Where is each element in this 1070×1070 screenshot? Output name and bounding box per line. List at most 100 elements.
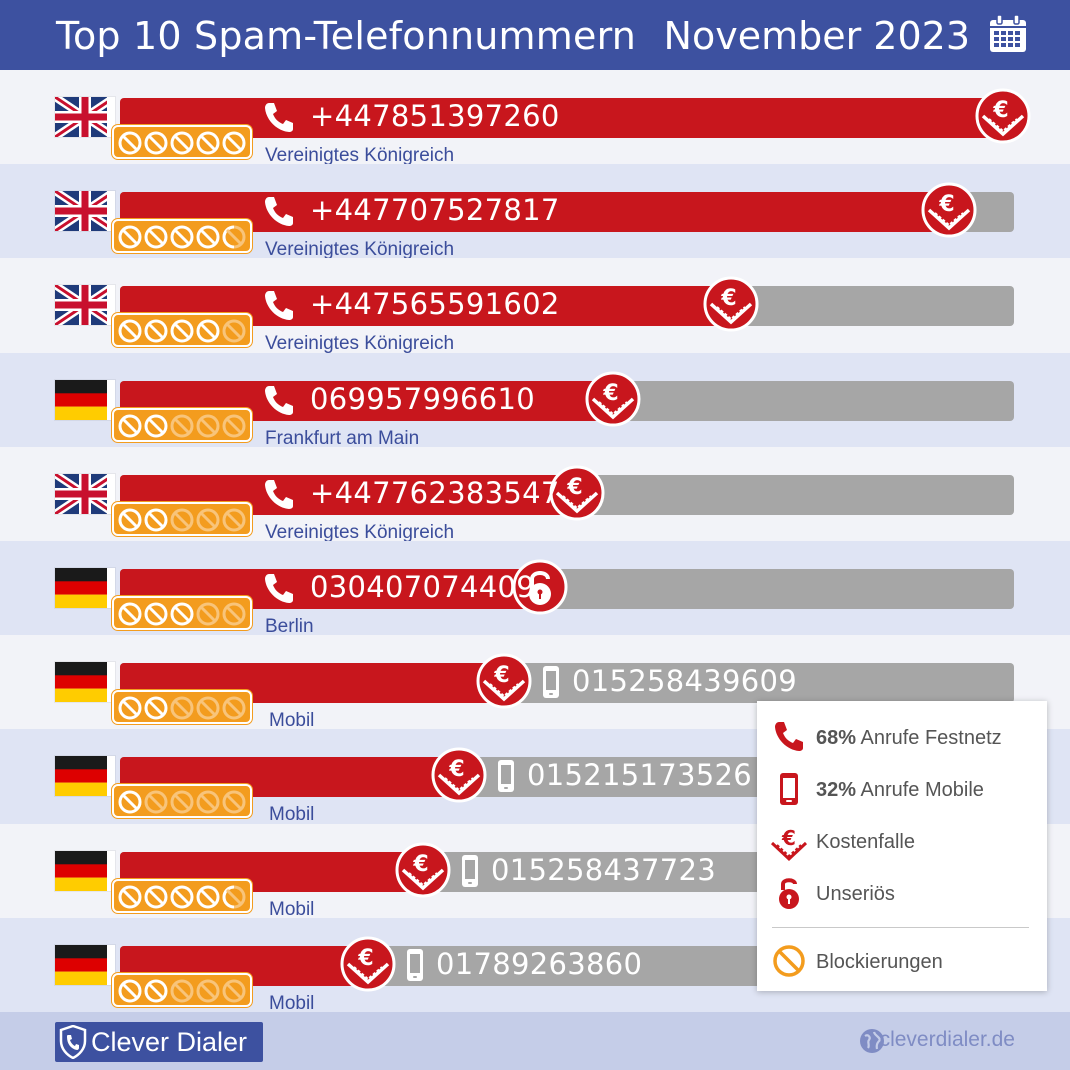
footer-bar: Clever Dialer cleverdialer.de <box>0 1012 1070 1070</box>
legend-box: 68% Anrufe Festnetz 32% Anrufe Mobile € … <box>757 701 1047 991</box>
legend-festnetz-label: Anrufe Festnetz <box>860 727 1002 749</box>
legend-festnetz-pct: 68% <box>816 727 857 749</box>
phone-number-7[interactable]: 015258439609 <box>572 664 798 699</box>
landline-phone-icon <box>262 571 296 605</box>
location-label-5: Vereinigtes Königreich <box>265 521 455 543</box>
germany-flag-icon <box>55 756 115 797</box>
block-icon <box>773 945 805 977</box>
globe-icon <box>860 1029 884 1053</box>
bar-value-2 <box>120 192 973 233</box>
header-bar: Top 10 Spam-Telefonnummern November 2023 <box>0 0 1070 70</box>
phone-number-2[interactable]: +447707527817 <box>310 193 560 228</box>
kostenfalle-icon: € <box>770 826 808 862</box>
chart-row-2: € +447707527817 Vereinigtes Königreich <box>0 164 1070 261</box>
phone-number-5[interactable]: +447762383547 <box>310 475 560 510</box>
chart-row-4: €069957996610 Frankfurt am Main <box>0 352 1070 449</box>
landline-phone-icon <box>262 383 296 417</box>
mobile-phone-icon <box>489 759 523 793</box>
mobile-phone-icon <box>534 665 568 699</box>
svg-text:€: € <box>602 381 618 406</box>
legend-item-festnetz: 68% Anrufe Festnetz <box>772 719 1042 759</box>
phone-number-1[interactable]: +447851397260 <box>310 99 560 133</box>
block-rating-2 <box>112 219 252 254</box>
chart-row-3: € +447565591602 Vereinigtes Königreich <box>0 258 1070 355</box>
svg-text:€: € <box>448 757 464 782</box>
landline-phone-icon <box>262 477 296 511</box>
kostenfalle-icon: € <box>703 276 759 332</box>
location-label-3: Vereinigtes Königreich <box>265 333 455 355</box>
chart-row-1: € +447851397260 Vereinigtes Königreich <box>0 70 1070 166</box>
unserioes-lock-icon <box>512 559 568 615</box>
phone-number-4[interactable]: 069957996610 <box>310 381 536 416</box>
legend-item-unserioes: Unseriös <box>772 875 1042 915</box>
block-rating-7 <box>112 690 252 725</box>
germany-flag-icon <box>55 944 115 985</box>
mobile-phone-icon <box>780 773 798 805</box>
block-rating-3 <box>112 313 252 348</box>
germany-flag-icon <box>55 662 115 703</box>
kostenfalle-icon: € <box>975 88 1031 144</box>
legend-item-blockierungen: Blockierungen <box>772 943 1042 983</box>
location-label-10: Mobil <box>269 992 315 1014</box>
germany-flag-icon <box>55 568 115 608</box>
kostenfalle-icon: € <box>431 747 487 803</box>
block-rating-5 <box>112 501 252 536</box>
svg-text:€: € <box>992 98 1008 123</box>
location-label-8: Mobil <box>269 804 315 826</box>
germany-flag-icon <box>55 379 115 420</box>
kostenfalle-icon: € <box>340 936 396 992</box>
landline-phone-icon <box>262 100 296 134</box>
location-label-6: Berlin <box>265 616 314 637</box>
legend-item-kostenfalle: € Kostenfalle <box>770 823 1042 863</box>
svg-text:€: € <box>566 475 582 500</box>
kostenfalle-icon: € <box>585 371 641 427</box>
phone-number-9[interactable]: 015258437723 <box>491 852 717 887</box>
uk-flag-icon <box>55 285 115 326</box>
svg-text:€: € <box>493 663 509 688</box>
location-label-7: Mobil <box>269 710 315 732</box>
legend-unserioes-label: Unseriös <box>816 883 895 905</box>
kostenfalle-icon: € <box>395 842 451 898</box>
calendar-icon <box>990 14 1026 52</box>
block-rating-10 <box>112 972 252 1007</box>
shield-logo-icon <box>59 1025 87 1059</box>
block-rating-6 <box>112 596 252 630</box>
block-rating-9 <box>112 878 252 913</box>
legend-kostenfalle-label: Kostenfalle <box>816 831 915 853</box>
brand-name: Clever Dialer <box>91 1027 248 1057</box>
legend-blockierungen-label: Blockierungen <box>816 951 943 973</box>
svg-text:€: € <box>412 852 428 877</box>
site-url[interactable]: cleverdialer.de <box>879 1028 1015 1051</box>
phone-number-3[interactable]: +447565591602 <box>310 287 560 322</box>
legend-mobile-label: Anrufe Mobile <box>860 779 984 801</box>
clever-dialer-logo: Clever Dialer <box>55 1022 263 1062</box>
landline-phone-icon <box>262 288 296 322</box>
location-label-1: Vereinigtes Königreich <box>265 145 455 166</box>
svg-text:€: € <box>720 286 736 311</box>
mobile-phone-icon <box>453 854 487 888</box>
germany-flag-icon <box>55 850 115 891</box>
location-label-9: Mobil <box>269 898 315 920</box>
mobile-phone-icon <box>398 948 432 982</box>
uk-flag-icon <box>55 473 115 514</box>
phone-number-8[interactable]: 015215173526 <box>527 758 753 793</box>
svg-text:€: € <box>781 826 796 850</box>
block-rating-8 <box>112 784 252 819</box>
legend-item-mobile: 32% Anrufe Mobile <box>772 771 1042 811</box>
svg-text:€: € <box>938 192 954 217</box>
location-label-4: Frankfurt am Main <box>265 427 420 449</box>
location-label-2: Vereinigtes Königreich <box>265 239 455 261</box>
phone-number-6[interactable]: 030407074409 <box>310 570 536 604</box>
landline-phone-icon <box>775 722 803 751</box>
block-rating-4 <box>112 407 252 442</box>
chart-row-6: 030407074409 Berlin <box>0 541 1070 637</box>
uk-flag-icon <box>55 97 115 137</box>
chart-row-7: €015258439609 Mobil <box>0 635 1070 732</box>
unserioes-lock-icon <box>779 878 799 909</box>
phone-number-10[interactable]: 01789263860 <box>436 946 643 981</box>
legend-divider <box>772 927 1029 928</box>
kostenfalle-icon: € <box>921 182 977 238</box>
kostenfalle-icon: € <box>549 465 605 521</box>
landline-phone-icon <box>262 194 296 228</box>
